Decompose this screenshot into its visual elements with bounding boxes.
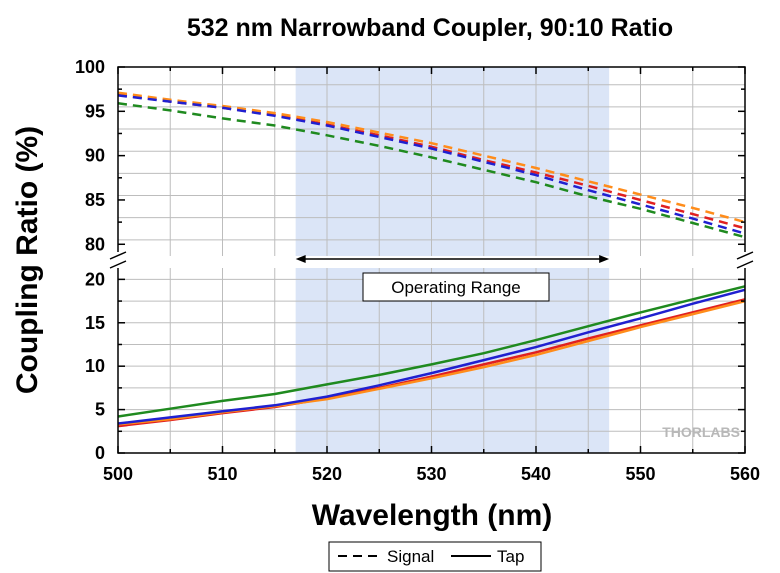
x-tick-labels: 500 510 520 530 540 550 560	[103, 464, 760, 484]
series-layer	[117, 91, 746, 428]
x-tick-label: 500	[103, 464, 133, 484]
chart-title: 532 nm Narrowband Coupler, 90:10 Ratio	[187, 14, 673, 42]
left-break-mark-lower	[109, 260, 127, 269]
grid-lines	[118, 67, 745, 453]
legend-signal-label: Signal	[387, 547, 434, 566]
signal-line-3	[117, 102, 746, 239]
left-break-mark-upper	[109, 251, 127, 260]
operating-range-annotation: Operating Range	[295, 255, 610, 302]
operating-range-label-box	[362, 272, 550, 302]
x-tick-label: 560	[730, 464, 760, 484]
y-tick-label: 10	[85, 356, 105, 376]
signal-line-2	[117, 94, 746, 235]
y-tick-label: 80	[85, 234, 105, 254]
y-tick-label: 20	[85, 269, 105, 289]
axis-break-marks	[108, 251, 755, 269]
operating-range-label: Operating Range	[391, 278, 520, 297]
axis-break-band	[118, 256, 745, 268]
y-tick-label: 90	[85, 146, 105, 166]
tap-line-6	[117, 288, 746, 425]
plot-area	[108, 66, 755, 454]
y-tick-label: 15	[85, 313, 105, 333]
legend: Signal Tap	[328, 541, 542, 572]
right-break-mark-lower	[736, 260, 754, 269]
y-tick-label: 85	[85, 190, 105, 210]
signal-line-1	[117, 91, 746, 224]
x-tick-label: 520	[312, 464, 342, 484]
arrow-left-head	[295, 255, 306, 263]
y-tick-label: 95	[85, 101, 105, 121]
y-axis-title: Coupling Ratio (%)	[11, 126, 44, 394]
y-tick-label: 5	[95, 400, 105, 420]
tick-marks	[117, 66, 746, 454]
right-break-mark-upper	[736, 251, 754, 260]
arrow-right-head	[599, 255, 610, 263]
legend-tap-label: Tap	[497, 547, 524, 566]
legend-box	[328, 541, 542, 572]
y-tick-labels: 80 85 90 95 100 0 5 10 15 20	[75, 57, 105, 463]
x-tick-label: 550	[625, 464, 655, 484]
tap-line-7	[117, 285, 746, 418]
x-tick-label: 510	[207, 464, 237, 484]
left-break-gap	[108, 252, 128, 268]
x-tick-label: 530	[416, 464, 446, 484]
y-tick-label: 100	[75, 57, 105, 77]
x-tick-label: 540	[521, 464, 551, 484]
x-axis-title: Wavelength (nm)	[312, 499, 553, 532]
right-break-gap	[735, 252, 755, 268]
y-tick-label: 0	[95, 443, 105, 463]
thorlabs-watermark: THORLABS	[662, 424, 740, 440]
